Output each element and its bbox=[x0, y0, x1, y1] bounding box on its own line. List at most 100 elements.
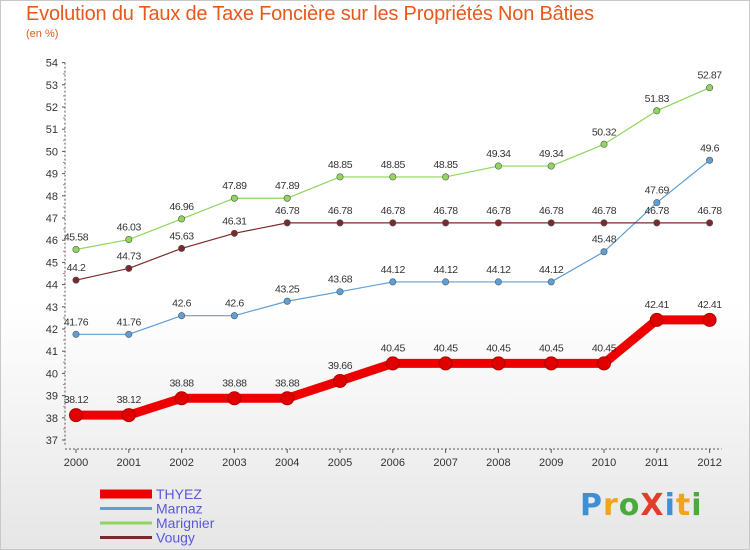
data-point-marnaz bbox=[230, 312, 238, 320]
data-point-vougy bbox=[442, 219, 450, 227]
data-point-thyez bbox=[544, 356, 559, 371]
data-point-vougy bbox=[494, 219, 502, 227]
data-label-marignier: 47.89 bbox=[275, 180, 300, 192]
data-point-thyez bbox=[69, 408, 83, 423]
data-label-marnaz: 49.6 bbox=[700, 142, 719, 154]
data-point-marnaz bbox=[494, 278, 502, 286]
data-label-marignier: 45.58 bbox=[64, 232, 89, 244]
data-label-marignier: 48.85 bbox=[328, 159, 353, 171]
data-label-marignier: 46.96 bbox=[169, 201, 194, 213]
data-point-thyez bbox=[227, 391, 242, 406]
data-point-thyez bbox=[385, 356, 400, 371]
data-label-vougy: 46.78 bbox=[592, 205, 617, 217]
legend-label-marnaz: Marnaz bbox=[156, 501, 203, 517]
data-label-marnaz: 43.25 bbox=[275, 283, 300, 295]
data-label-marignier: 47.89 bbox=[222, 180, 247, 192]
y-tick-label: 40 bbox=[46, 368, 58, 380]
series-line-marnaz bbox=[75, 159, 711, 335]
y-tick-label: 48 bbox=[46, 191, 58, 203]
data-point-marnaz bbox=[283, 297, 291, 305]
data-label-marnaz: 44.12 bbox=[433, 264, 458, 276]
data-label-marignier: 51.83 bbox=[645, 93, 670, 105]
data-point-marnaz bbox=[72, 330, 80, 338]
legend-label-marignier: Marignier bbox=[156, 515, 215, 531]
y-tick-label: 46 bbox=[46, 235, 58, 247]
data-point-marignier bbox=[706, 84, 714, 92]
data-point-thyez bbox=[174, 391, 189, 406]
data-point-marignier bbox=[125, 236, 133, 244]
x-tick-label: 2009 bbox=[539, 457, 563, 469]
data-point-marnaz bbox=[653, 199, 661, 207]
data-label-marnaz: 47.69 bbox=[645, 185, 670, 197]
data-point-marnaz bbox=[125, 330, 133, 338]
data-point-marignier bbox=[283, 194, 291, 202]
data-point-vougy bbox=[283, 219, 291, 227]
data-label-marnaz: 44.12 bbox=[486, 264, 511, 276]
data-point-marnaz bbox=[547, 278, 555, 286]
data-label-thyez: 40.45 bbox=[486, 342, 511, 354]
data-label-vougy: 46.78 bbox=[697, 205, 722, 217]
data-label-thyez: 38.12 bbox=[64, 394, 89, 406]
data-point-marignier bbox=[547, 162, 555, 170]
data-label-thyez: 40.45 bbox=[433, 342, 458, 354]
data-point-vougy bbox=[336, 219, 344, 227]
y-tick-label: 37 bbox=[46, 435, 58, 447]
data-label-thyez: 38.12 bbox=[117, 394, 142, 406]
data-label-marnaz: 41.76 bbox=[64, 316, 89, 328]
data-label-vougy: 46.78 bbox=[645, 205, 670, 217]
data-point-vougy bbox=[653, 219, 661, 227]
data-label-marnaz: 44.12 bbox=[381, 264, 406, 276]
y-tick-label: 42 bbox=[46, 324, 58, 336]
data-label-marignier: 48.85 bbox=[381, 159, 406, 171]
y-tick-label: 43 bbox=[46, 302, 58, 314]
data-point-marignier bbox=[336, 173, 344, 181]
data-point-marignier bbox=[72, 246, 80, 254]
data-point-marnaz bbox=[442, 278, 450, 286]
data-label-marnaz: 42.6 bbox=[172, 298, 191, 310]
proxiti-logo: ProXiti bbox=[580, 488, 703, 523]
y-tick-label: 44 bbox=[46, 280, 58, 292]
data-point-marignier bbox=[178, 215, 186, 223]
data-point-marignier bbox=[442, 173, 450, 181]
data-label-vougy: 46.78 bbox=[275, 205, 300, 217]
x-tick-label: 2002 bbox=[169, 457, 193, 469]
data-point-marnaz bbox=[706, 156, 714, 164]
chart-unit-label: (en %) bbox=[26, 28, 59, 40]
data-point-marignier bbox=[494, 162, 502, 170]
x-tick-label: 2011 bbox=[645, 457, 669, 469]
data-label-thyez: 39.66 bbox=[328, 360, 353, 372]
data-point-marignier bbox=[653, 107, 661, 115]
y-tick-label: 41 bbox=[46, 346, 58, 358]
data-point-marignier bbox=[600, 140, 608, 148]
y-tick-label: 52 bbox=[46, 102, 58, 114]
data-label-marignier: 50.32 bbox=[592, 126, 617, 138]
data-point-thyez bbox=[649, 312, 664, 327]
data-label-vougy: 46.78 bbox=[486, 205, 511, 217]
data-point-marnaz bbox=[389, 278, 397, 286]
y-tick-label: 39 bbox=[46, 391, 58, 403]
y-tick-label: 47 bbox=[46, 213, 58, 225]
x-tick-label: 2000 bbox=[64, 457, 88, 469]
data-label-thyez: 38.88 bbox=[275, 377, 300, 389]
y-tick-label: 51 bbox=[46, 124, 58, 136]
data-point-vougy bbox=[178, 244, 186, 252]
y-tick-label: 49 bbox=[46, 169, 58, 181]
data-label-marignier: 48.85 bbox=[433, 159, 458, 171]
data-label-vougy: 46.78 bbox=[539, 205, 564, 217]
x-tick-label: 2007 bbox=[433, 457, 457, 469]
y-tick-label: 54 bbox=[46, 58, 58, 70]
x-tick-label: 2001 bbox=[117, 457, 141, 469]
data-point-vougy bbox=[125, 264, 133, 272]
data-label-marnaz: 41.76 bbox=[117, 316, 142, 328]
x-tick-label: 2008 bbox=[486, 457, 510, 469]
data-label-vougy: 44.2 bbox=[67, 262, 86, 274]
x-tick-label: 2004 bbox=[275, 457, 299, 469]
data-label-vougy: 46.31 bbox=[222, 215, 247, 227]
data-point-vougy bbox=[547, 219, 555, 227]
data-label-marignier: 52.87 bbox=[697, 70, 722, 82]
data-point-thyez bbox=[121, 408, 136, 423]
x-tick-label: 2003 bbox=[222, 457, 246, 469]
data-label-thyez: 40.45 bbox=[592, 342, 617, 354]
